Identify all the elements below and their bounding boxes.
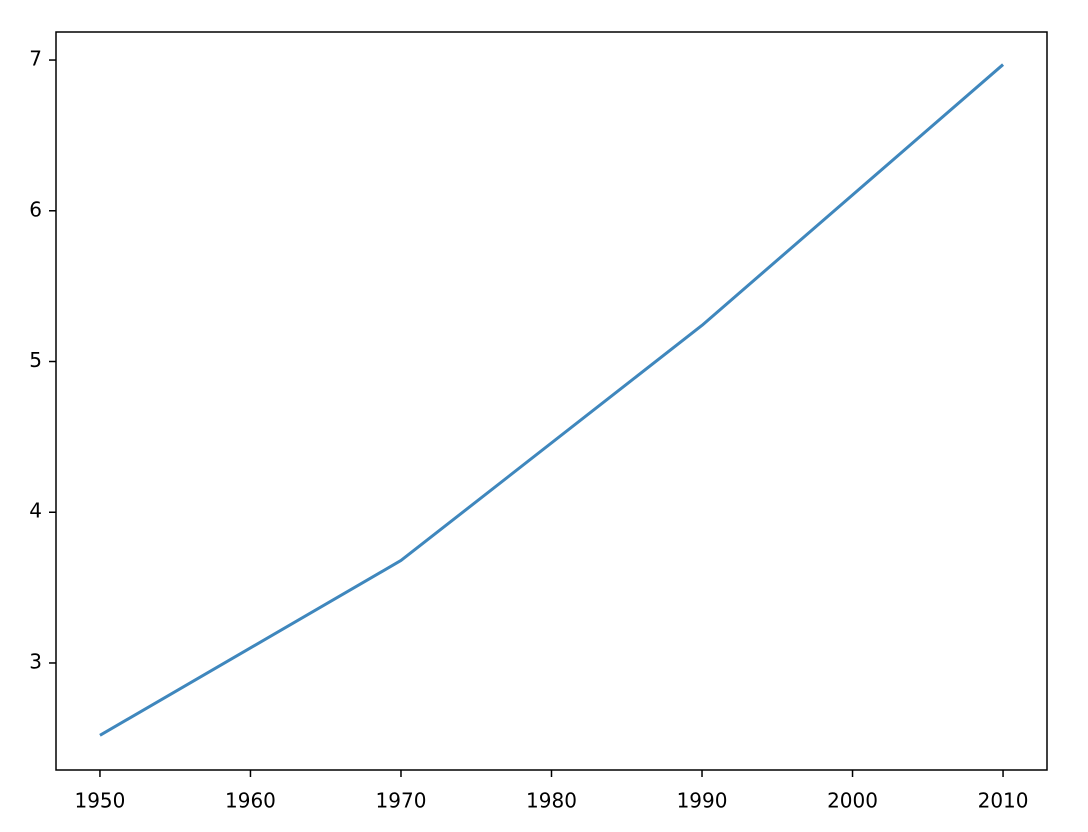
plot-frame [55, 31, 1048, 771]
x-tick-label: 2000 [827, 789, 878, 813]
y-tick-label: 4 [29, 499, 42, 523]
y-tick-label: 5 [29, 348, 42, 372]
x-tick-label: 2010 [978, 789, 1029, 813]
x-tick-label: 1980 [526, 789, 577, 813]
y-tick-label: 3 [29, 649, 42, 673]
x-tick-label: 1960 [225, 789, 276, 813]
x-tick-label: 1970 [376, 789, 427, 813]
y-tick-label: 6 [29, 197, 42, 221]
line [99, 63, 1005, 737]
y-tick-label: 7 [29, 47, 42, 71]
x-tick-label: 1990 [677, 789, 728, 813]
x-tick-label: 1950 [74, 789, 125, 813]
